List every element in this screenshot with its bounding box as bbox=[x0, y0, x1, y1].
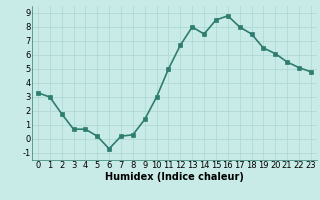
X-axis label: Humidex (Indice chaleur): Humidex (Indice chaleur) bbox=[105, 172, 244, 182]
